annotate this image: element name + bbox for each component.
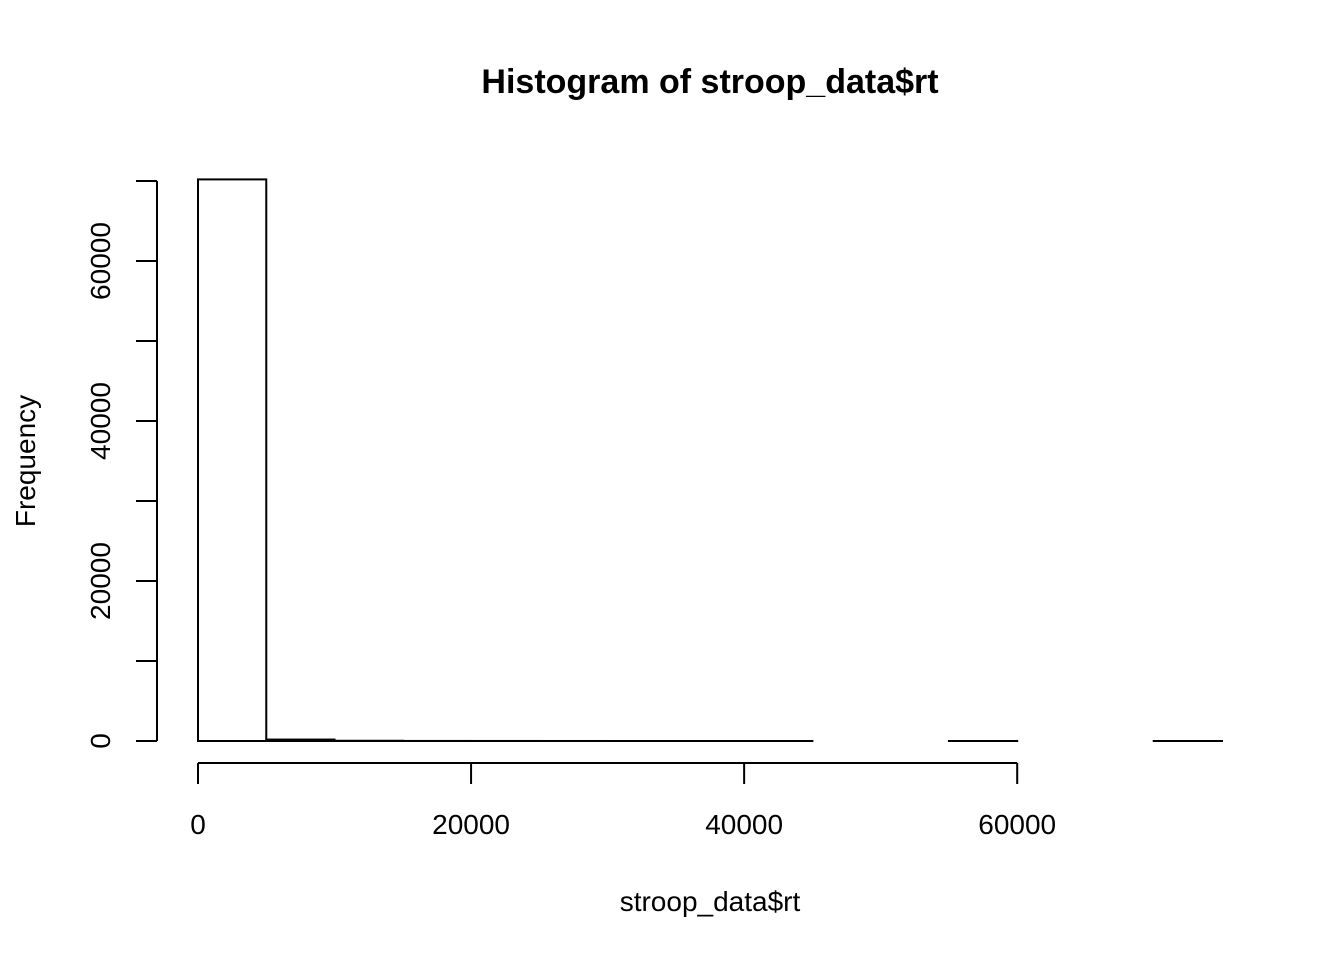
histogram-bar xyxy=(265,738,336,742)
y-tick-label: 0 xyxy=(85,733,116,749)
x-tick-label: 60000 xyxy=(978,809,1056,840)
x-tick-label: 0 xyxy=(190,809,206,840)
y-axis: 0 20000 40000 60000 xyxy=(85,180,158,749)
y-tick-label: 60000 xyxy=(85,222,116,300)
x-tick-label: 40000 xyxy=(705,809,783,840)
chart-title: Histogram of stroop_data$rt xyxy=(481,63,938,101)
bars-group xyxy=(197,178,1223,743)
histogram-bar xyxy=(197,178,268,742)
x-axis: 0 20000 40000 60000 xyxy=(190,762,1056,840)
y-tick-label: 20000 xyxy=(85,542,116,620)
x-axis-label: stroop_data$rt xyxy=(620,886,801,917)
y-axis-label: Frequency xyxy=(10,395,41,527)
x-tick-label: 20000 xyxy=(432,809,510,840)
y-tick-label: 40000 xyxy=(85,382,116,460)
